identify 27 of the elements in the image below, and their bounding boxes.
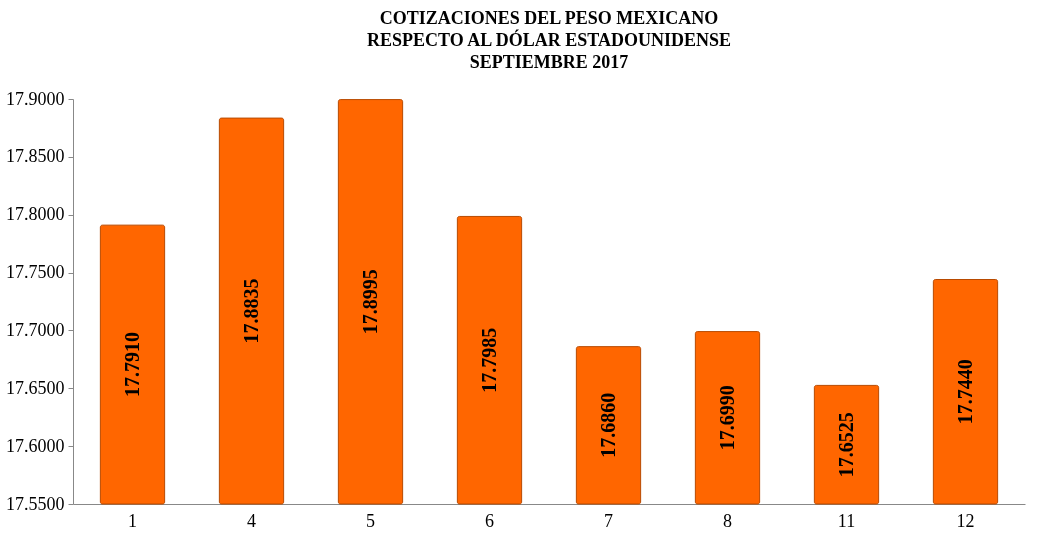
x-tick-label: 8 bbox=[723, 510, 732, 531]
x-tick-label: 12 bbox=[956, 510, 975, 531]
text: COTIZACIONES DEL PESO MEXICANO bbox=[379, 8, 719, 28]
y-tick-label: 17.7000 bbox=[6, 319, 65, 340]
x-tick-label: 5 bbox=[366, 510, 375, 531]
y-tick-label: 17.9000 bbox=[6, 88, 65, 109]
y-tick-label: 17.5500 bbox=[6, 493, 65, 514]
data-label: 17.6860 bbox=[596, 392, 619, 458]
y-tick-label: 17.8000 bbox=[6, 204, 65, 225]
x-tick-label: 4 bbox=[247, 510, 256, 531]
text: SEPTIEMBRE 2017 bbox=[469, 52, 629, 72]
data-label: 17.7985 bbox=[477, 327, 500, 393]
x-tick-label: 7 bbox=[604, 510, 613, 531]
data-label: 17.7910 bbox=[120, 332, 143, 398]
data-label: 17.6990 bbox=[715, 385, 738, 451]
y-tick-label: 17.6000 bbox=[6, 435, 65, 456]
data-label: 17.8995 bbox=[358, 269, 381, 335]
text: RESPECTO AL DÓLAR ESTADOUNIDENSE bbox=[367, 30, 731, 50]
data-label: 17.6525 bbox=[834, 412, 857, 478]
y-tick-label: 17.6500 bbox=[6, 377, 65, 398]
y-tick-label: 17.7500 bbox=[6, 262, 65, 283]
data-label: 17.7440 bbox=[953, 359, 976, 425]
x-tick-label: 6 bbox=[485, 510, 494, 531]
x-tick-label: 1 bbox=[128, 510, 137, 531]
x-tick-label: 11 bbox=[837, 510, 856, 531]
data-label: 17.8835 bbox=[239, 278, 262, 344]
y-tick-label: 17.8500 bbox=[6, 146, 65, 167]
